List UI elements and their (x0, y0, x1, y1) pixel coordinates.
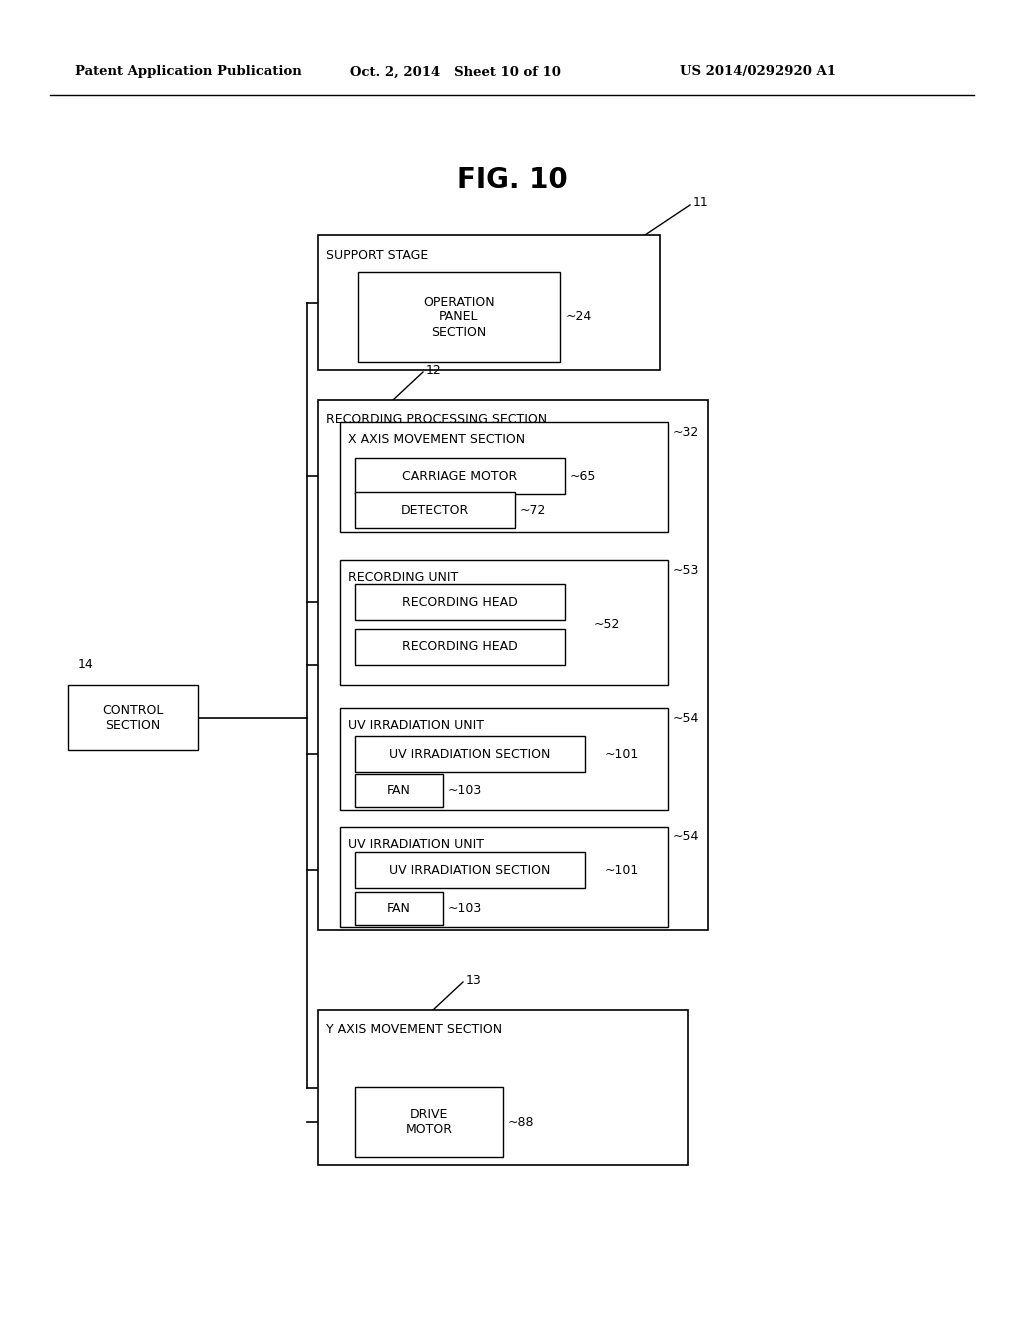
Bar (68, 685, 198, 750)
Text: 14: 14 (78, 659, 94, 672)
Bar (340, 422, 668, 532)
Text: RECORDING UNIT: RECORDING UNIT (348, 572, 459, 583)
Text: 12: 12 (426, 363, 441, 376)
Text: ~88: ~88 (508, 1115, 535, 1129)
Bar (318, 400, 708, 931)
Text: ~54: ~54 (673, 711, 699, 725)
Text: UV IRRADIATION UNIT: UV IRRADIATION UNIT (348, 838, 484, 851)
Text: Patent Application Publication: Patent Application Publication (75, 66, 302, 78)
Text: Y AXIS MOVEMENT SECTION: Y AXIS MOVEMENT SECTION (326, 1023, 502, 1036)
Text: DRIVE
MOTOR: DRIVE MOTOR (406, 1107, 453, 1137)
Text: ~103: ~103 (449, 903, 482, 916)
Bar (340, 828, 668, 927)
Text: ~65: ~65 (570, 470, 596, 483)
Text: ~24: ~24 (566, 310, 592, 323)
Text: 13: 13 (466, 974, 481, 986)
Text: RECORDING HEAD: RECORDING HEAD (402, 640, 518, 653)
Text: ~53: ~53 (673, 564, 699, 577)
Text: ~32: ~32 (673, 425, 699, 438)
Text: FAN: FAN (387, 903, 411, 916)
Bar (355, 892, 443, 925)
Bar (355, 630, 565, 665)
Text: ~103: ~103 (449, 784, 482, 797)
Bar (355, 851, 585, 888)
Text: FAN: FAN (387, 784, 411, 797)
Bar (318, 235, 660, 370)
Text: UV IRRADIATION UNIT: UV IRRADIATION UNIT (348, 719, 484, 733)
Text: ~72: ~72 (520, 503, 547, 516)
Text: UV IRRADIATION SECTION: UV IRRADIATION SECTION (389, 863, 551, 876)
Text: DETECTOR: DETECTOR (400, 503, 469, 516)
Bar (355, 492, 515, 528)
Text: UV IRRADIATION SECTION: UV IRRADIATION SECTION (389, 747, 551, 760)
Text: CONTROL
SECTION: CONTROL SECTION (102, 704, 164, 733)
Bar (318, 1010, 688, 1166)
Text: OPERATION
PANEL
SECTION: OPERATION PANEL SECTION (423, 296, 495, 338)
Text: X AXIS MOVEMENT SECTION: X AXIS MOVEMENT SECTION (348, 433, 525, 446)
Bar (355, 458, 565, 494)
Text: ~101: ~101 (605, 747, 639, 760)
Bar (355, 774, 443, 807)
Text: Oct. 2, 2014   Sheet 10 of 10: Oct. 2, 2014 Sheet 10 of 10 (350, 66, 561, 78)
Bar (340, 560, 668, 685)
Bar (358, 272, 560, 362)
Text: US 2014/0292920 A1: US 2014/0292920 A1 (680, 66, 836, 78)
Text: 11: 11 (693, 197, 709, 210)
Text: RECORDING HEAD: RECORDING HEAD (402, 595, 518, 609)
Text: ~52: ~52 (594, 618, 621, 631)
Text: CARRIAGE MOTOR: CARRIAGE MOTOR (402, 470, 517, 483)
Text: SUPPORT STAGE: SUPPORT STAGE (326, 249, 428, 261)
Bar (355, 583, 565, 620)
Text: ~54: ~54 (673, 830, 699, 843)
Text: FIG. 10: FIG. 10 (457, 166, 567, 194)
Bar (355, 737, 585, 772)
Bar (340, 708, 668, 810)
Bar (355, 1086, 503, 1158)
Text: RECORDING PROCESSING SECTION: RECORDING PROCESSING SECTION (326, 413, 547, 426)
Text: ~101: ~101 (605, 863, 639, 876)
